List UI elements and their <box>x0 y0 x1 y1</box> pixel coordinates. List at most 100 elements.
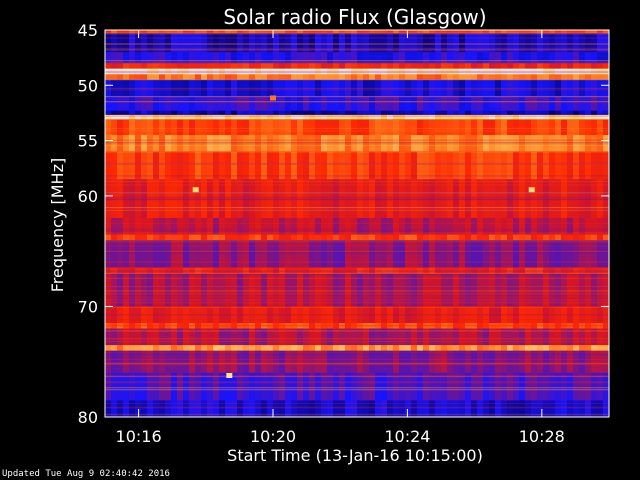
heatmap-cell <box>123 96 130 112</box>
heatmap-cell <box>567 30 574 34</box>
heatmap-cell <box>207 323 214 329</box>
heatmap-cell <box>585 74 592 81</box>
heatmap-cell <box>591 306 598 324</box>
heatmap-texture-line <box>105 89 609 91</box>
heatmap-cell <box>267 119 274 136</box>
heatmap-cell <box>129 74 136 81</box>
heatmap-cell <box>117 135 124 152</box>
heatmap-cell <box>213 74 220 81</box>
heatmap-cell <box>399 267 406 274</box>
heatmap-cell <box>573 267 580 274</box>
heatmap-cell <box>279 323 286 329</box>
heatmap-cell <box>585 400 592 418</box>
heatmap-cell <box>129 179 136 219</box>
heatmap-cell <box>423 179 430 219</box>
heatmap-cell <box>471 33 478 53</box>
heatmap-cell <box>369 240 376 269</box>
heatmap-cell <box>363 68 370 75</box>
heatmap-cell <box>525 240 532 269</box>
heatmap-cell <box>387 179 394 219</box>
heatmap-cell <box>561 135 568 152</box>
heatmap-cell <box>333 119 340 136</box>
heatmap-cell <box>171 63 178 69</box>
heatmap-cell <box>441 328 448 346</box>
heatmap-cell <box>567 273 574 307</box>
heatmap-cell <box>117 328 124 346</box>
heatmap-cell <box>105 306 112 324</box>
heatmap-cell <box>543 273 550 307</box>
heatmap-cell <box>165 350 172 374</box>
heatmap-cell <box>573 96 580 112</box>
heatmap-texture-line <box>105 192 609 194</box>
heatmap-cell <box>315 115 322 120</box>
heatmap-cell <box>237 52 244 64</box>
heatmap-cell <box>531 345 538 351</box>
heatmap-cell <box>381 234 388 241</box>
heatmap-cell <box>531 372 538 401</box>
heatmap-cell <box>237 306 244 324</box>
heatmap-cell <box>579 68 586 75</box>
heatmap-cell <box>417 135 424 152</box>
heatmap-cell <box>531 328 538 346</box>
heatmap-cell <box>261 33 268 53</box>
heatmap-cell <box>183 179 190 219</box>
heatmap-cell <box>249 119 256 136</box>
heatmap-cell <box>453 306 460 324</box>
heatmap-cell <box>345 135 352 152</box>
heatmap-cell <box>273 33 280 53</box>
heatmap-cell <box>255 151 262 180</box>
heatmap-cell <box>117 372 124 401</box>
heatmap-cell <box>171 273 178 307</box>
heatmap-cell <box>195 68 202 75</box>
heatmap-cell <box>189 400 196 418</box>
heatmap-cell <box>399 273 406 307</box>
heatmap-cell <box>531 217 538 235</box>
heatmap-cell <box>495 240 502 269</box>
heatmap-texture-line <box>105 198 609 200</box>
heatmap-cell <box>405 350 412 374</box>
heatmap-cell <box>393 110 400 116</box>
heatmap-cell <box>261 30 268 34</box>
heatmap-cell <box>459 306 466 324</box>
heatmap-cell <box>507 119 514 136</box>
heatmap-cell <box>273 372 280 401</box>
heatmap-cell <box>207 135 214 152</box>
heatmap-cell <box>411 323 418 329</box>
heatmap-cell <box>123 328 130 346</box>
heatmap-cell <box>225 96 232 112</box>
heatmap-cell <box>129 240 136 269</box>
heatmap-cell <box>393 323 400 329</box>
heatmap-cell <box>555 63 562 69</box>
heatmap-cell <box>357 217 364 235</box>
heatmap-cell <box>285 151 292 180</box>
heatmap-cell <box>573 119 580 136</box>
heatmap-cell <box>195 323 202 329</box>
heatmap-cell <box>333 372 340 401</box>
heatmap-cell <box>405 119 412 136</box>
heatmap-cell <box>513 350 520 374</box>
heatmap-cell <box>429 68 436 75</box>
heatmap-cell <box>267 52 274 64</box>
heatmap-cell <box>195 350 202 374</box>
heatmap-cell <box>297 30 304 34</box>
heatmap-cell <box>597 345 604 351</box>
heatmap-cell <box>459 68 466 75</box>
heatmap-cell <box>231 306 238 324</box>
heatmap-cell <box>573 400 580 418</box>
heatmap-cell <box>309 74 316 81</box>
heatmap-cell <box>453 372 460 401</box>
heatmap-cell <box>591 350 598 374</box>
heatmap-cell <box>429 115 436 120</box>
heatmap-cell <box>405 328 412 346</box>
heatmap-cell <box>399 372 406 401</box>
heatmap-cell <box>213 119 220 136</box>
heatmap-cell <box>435 96 442 112</box>
heatmap-cell <box>399 96 406 112</box>
heatmap-cell <box>567 306 574 324</box>
heatmap-cell <box>279 350 286 374</box>
heatmap-cell <box>477 328 484 346</box>
heatmap-cell <box>477 52 484 64</box>
heatmap-cell <box>333 328 340 346</box>
heatmap-cell <box>369 115 376 120</box>
heatmap-cell <box>363 63 370 69</box>
